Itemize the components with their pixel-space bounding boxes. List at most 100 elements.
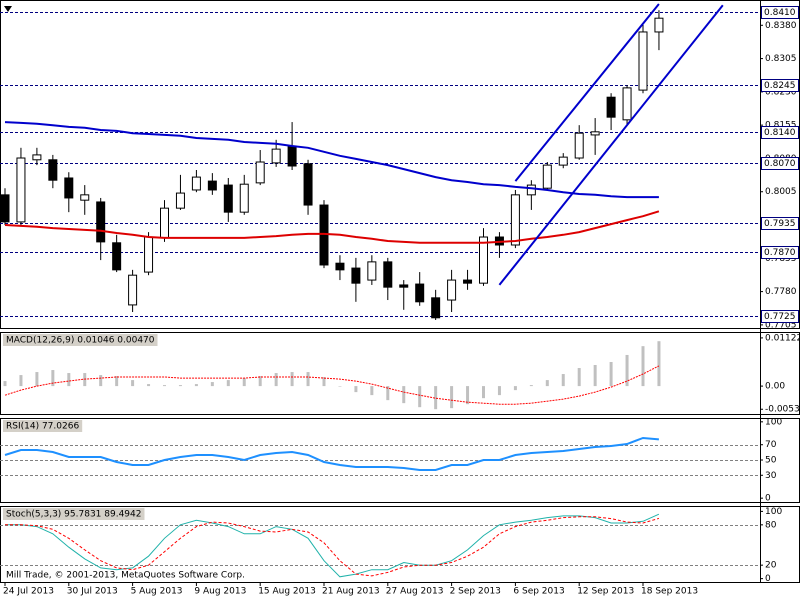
candle-body	[223, 184, 233, 213]
moving-average	[4, 121, 659, 199]
y-tick-label: 0.8155	[765, 121, 797, 131]
macd-bar	[625, 354, 629, 387]
y-tick-label: 0.00	[765, 382, 785, 392]
level-label: 0.8070	[764, 159, 796, 169]
macd-bar	[338, 386, 342, 387]
macd-bar	[593, 365, 597, 387]
macd-bar	[434, 386, 438, 410]
macd-bar	[242, 378, 246, 387]
macd-bar	[418, 386, 422, 408]
macd-bar	[131, 380, 135, 387]
level-label-box	[761, 217, 799, 230]
x-tick-label: 15 Aug 2013	[258, 587, 316, 597]
indicator-line	[4, 436, 659, 471]
moving-average	[4, 210, 660, 244]
macd-bar	[35, 372, 39, 387]
x-tick-label: 9 Aug 2013	[194, 587, 246, 597]
level-label-box	[761, 79, 799, 92]
y-tick-label: 0.8230	[765, 87, 797, 97]
candle-body	[542, 164, 552, 189]
candle-body	[303, 163, 313, 206]
y-tick-label: 0.7780	[765, 287, 797, 297]
x-tick-label: 18 Sep 2013	[641, 587, 698, 597]
macd-bar	[450, 386, 454, 409]
indicator-title-bg	[3, 420, 83, 432]
level-label-box	[761, 126, 799, 139]
macd-bar	[258, 376, 262, 387]
y-tick-label: -0.00539	[765, 405, 800, 415]
candle-body	[271, 148, 281, 164]
candle-body	[367, 261, 377, 281]
macd-bar	[210, 382, 214, 387]
candle-body	[606, 96, 616, 118]
candle-body	[638, 31, 648, 91]
macd-bar	[513, 386, 517, 391]
y-tick-label: 0	[765, 494, 771, 504]
candle-body	[207, 180, 217, 191]
macd-bar	[466, 386, 470, 405]
macd-bar	[370, 386, 374, 396]
macd-bar	[178, 385, 182, 387]
candle-body	[622, 87, 632, 121]
y-tick-label: 0.8005	[765, 187, 797, 197]
indicator-line	[5, 513, 660, 578]
level-label: 0.8140	[764, 128, 796, 138]
x-tick-label: 6 Sep 2013	[513, 587, 564, 597]
candle-body	[447, 279, 457, 301]
macd-bar	[99, 375, 103, 387]
y-tick-label: 0.7705	[765, 320, 797, 330]
candle-body	[590, 131, 600, 136]
level-label-box	[761, 246, 799, 259]
y-tick-label: 0.01122	[765, 333, 800, 343]
candle-body	[287, 145, 297, 167]
candle-body	[160, 207, 169, 239]
level-label: 0.7725	[764, 312, 796, 322]
candle-body	[351, 267, 361, 284]
candle-body	[96, 201, 106, 243]
candle-body	[558, 156, 568, 166]
macd-bar	[322, 377, 326, 387]
channel-line	[498, 4, 724, 286]
indicator-title: RSI(14) 77.0266	[6, 422, 79, 432]
macd-bar	[51, 370, 55, 387]
y-tick-label: 20	[765, 561, 777, 571]
x-tick-label: 30 Jul 2013	[67, 587, 118, 597]
x-tick-label: 2 Sep 2013	[450, 587, 501, 597]
candle-body	[16, 157, 26, 223]
candle-body	[415, 283, 425, 303]
candle-body	[112, 242, 122, 271]
macd-bar	[402, 386, 406, 404]
candle-body	[399, 284, 409, 288]
y-tick-label: 100	[765, 507, 782, 517]
macd-bar	[657, 341, 661, 387]
macd-bar	[226, 380, 230, 387]
macd-signal	[4, 365, 660, 405]
level-label: 0.7870	[764, 248, 796, 258]
y-tick-label: 100	[765, 417, 782, 427]
candle-body	[239, 183, 249, 213]
indicator-title-bg	[3, 508, 145, 520]
candle-body	[80, 194, 90, 201]
macd-bar	[561, 374, 565, 387]
x-tick-label: 27 Aug 2013	[386, 587, 444, 597]
menu-arrow[interactable]	[4, 6, 12, 12]
y-tick-label: 0	[765, 574, 771, 584]
macd-bar	[386, 386, 390, 401]
candle-body	[510, 194, 520, 246]
candle-body	[526, 184, 536, 196]
candle-body	[32, 154, 42, 161]
candle-body	[144, 236, 154, 273]
macd-bar	[545, 380, 549, 387]
candle-body	[431, 297, 441, 319]
level-label: 0.7935	[764, 219, 796, 229]
level-label: 0.8410	[764, 8, 796, 18]
macd-bar	[290, 372, 294, 387]
candle-body	[175, 192, 185, 209]
macd-bar	[67, 373, 71, 387]
candle-body	[0, 194, 10, 223]
indicator-title: Stoch(5,3,3) 95.7831 89.4942	[6, 510, 141, 520]
candle-body	[383, 261, 393, 288]
macd-bar	[115, 376, 119, 387]
